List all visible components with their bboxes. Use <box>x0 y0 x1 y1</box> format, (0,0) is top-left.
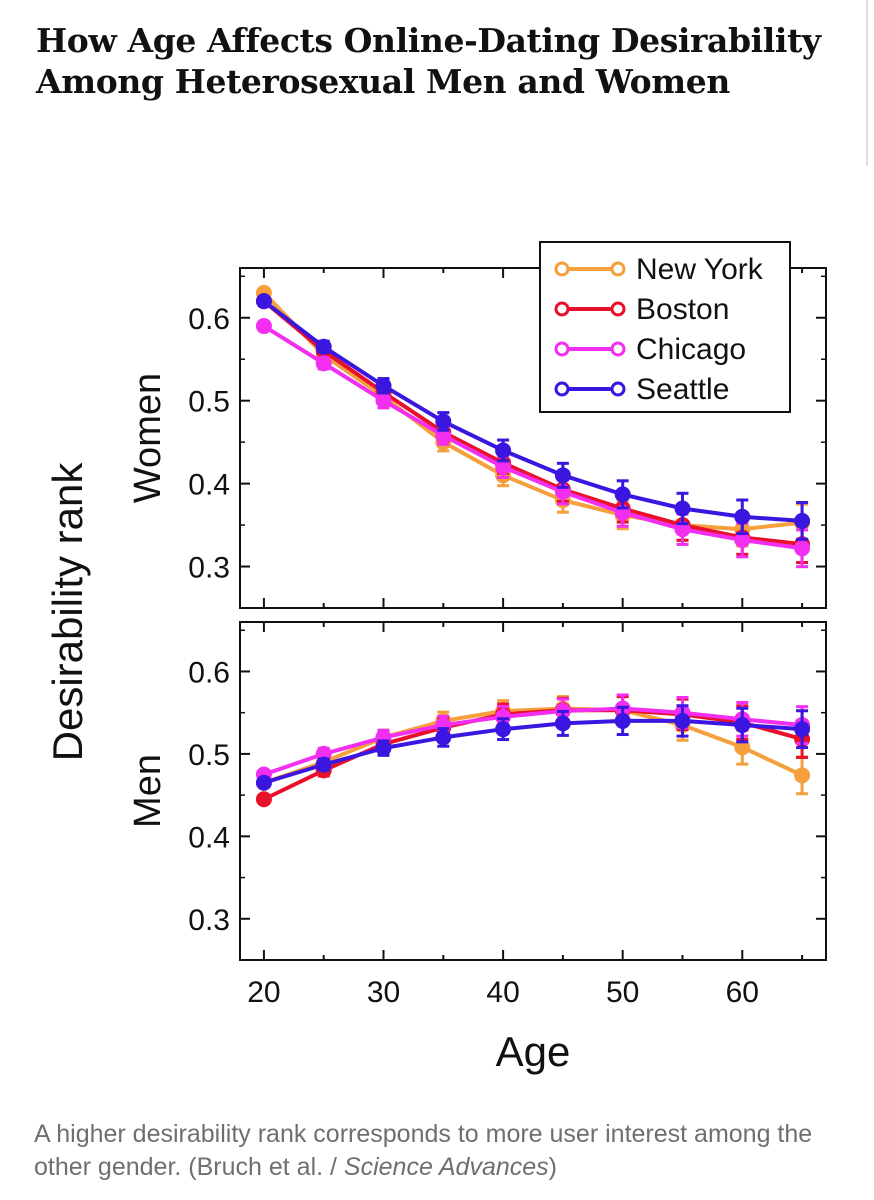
caption-source: Science Advances <box>343 1153 549 1181</box>
data-point <box>255 318 272 335</box>
data-point <box>674 500 691 517</box>
panel-label-women: Women <box>127 373 169 503</box>
data-point <box>614 486 631 503</box>
scroll-edge-divider <box>866 0 868 166</box>
legend-swatch-marker <box>610 341 626 357</box>
data-point <box>315 355 332 372</box>
article-title: How Age Affects Online-Dating Desirabili… <box>36 20 856 102</box>
x-tick-label: 60 <box>726 976 759 1009</box>
y-tick-label: 0.3 <box>188 904 230 937</box>
y-tick-label: 0.5 <box>188 739 230 772</box>
data-point <box>614 712 631 729</box>
data-point <box>734 717 751 734</box>
x-tick-label: 20 <box>247 976 280 1009</box>
data-point <box>794 512 811 529</box>
data-point <box>794 721 811 738</box>
data-point <box>435 729 452 746</box>
desirability-chart: 0.3 0.4 0.5 0.6 Women 0.3 0.4 0.5 0.6 Men 20 30 40 50… <box>44 241 827 1075</box>
panel-frame <box>239 267 827 609</box>
data-point <box>495 721 512 738</box>
x-tick-label: 40 <box>486 976 519 1009</box>
series-line-seattle <box>263 718 803 785</box>
series-line-seattle <box>262 299 803 523</box>
y-tick-label: 0.5 <box>188 386 230 419</box>
data-point <box>435 413 452 430</box>
figure-caption: A higher desirability rank corresponds t… <box>34 1118 854 1184</box>
data-point <box>375 392 392 409</box>
y-tick-label: 0.3 <box>188 552 230 585</box>
y-axis-title: Desirability rank <box>44 462 91 762</box>
caption-end: ) <box>548 1153 557 1181</box>
data-point <box>495 442 512 459</box>
panel-women: 0.3 0.4 0.5 0.6 Women <box>127 267 827 609</box>
panel-men: 0.3 0.4 0.5 0.6 Men <box>127 621 827 961</box>
data-point <box>315 756 332 773</box>
series-line-chicago <box>262 324 803 551</box>
legend-swatch-marker <box>554 341 570 357</box>
panel-frame <box>239 621 827 961</box>
legend: New York Boston Chicago Seattle <box>539 241 791 413</box>
data-point <box>375 377 392 394</box>
series-line-chicago <box>263 706 803 777</box>
title-line-1: How Age Affects Online-Dating Desirabili… <box>36 21 821 60</box>
y-tick-label: 0.4 <box>188 469 230 502</box>
panel-label-men: Men <box>127 754 169 828</box>
data-point <box>375 740 392 757</box>
legend-label-boston: Boston <box>636 293 729 326</box>
data-point <box>794 540 811 557</box>
data-point <box>255 293 272 310</box>
data-point <box>554 467 571 484</box>
x-tick-label: 50 <box>606 976 639 1009</box>
series-line-new-york <box>263 706 803 785</box>
y-tick-label: 0.4 <box>188 821 230 854</box>
data-point <box>255 774 272 791</box>
legend-label-new-york: New York <box>636 253 764 286</box>
legend-swatch-marker <box>554 301 570 317</box>
legend-swatch-marker <box>610 261 626 277</box>
legend-label-chicago: Chicago <box>636 333 746 366</box>
legend-swatch-marker <box>554 381 570 397</box>
y-tick-label: 0.6 <box>188 656 230 689</box>
data-point <box>674 712 691 729</box>
data-point <box>734 508 751 525</box>
y-tick-label: 0.6 <box>188 303 230 336</box>
legend-swatch-marker <box>610 301 626 317</box>
data-point <box>315 338 332 355</box>
series-line-boston <box>262 299 803 547</box>
series-line-new-york <box>262 291 803 532</box>
legend-swatch-marker <box>554 261 570 277</box>
legend-label-seattle: Seattle <box>636 373 729 406</box>
legend-swatch-marker <box>610 381 626 397</box>
title-line-2: Among Heterosexual Men and Women <box>36 62 730 101</box>
data-point <box>255 791 272 808</box>
caption-text: A higher desirability rank corresponds t… <box>34 1120 813 1181</box>
x-axis-title: Age <box>496 1028 571 1075</box>
data-point <box>794 767 811 784</box>
x-tick-label: 30 <box>367 976 400 1009</box>
data-point <box>734 532 751 548</box>
data-point <box>554 715 571 732</box>
